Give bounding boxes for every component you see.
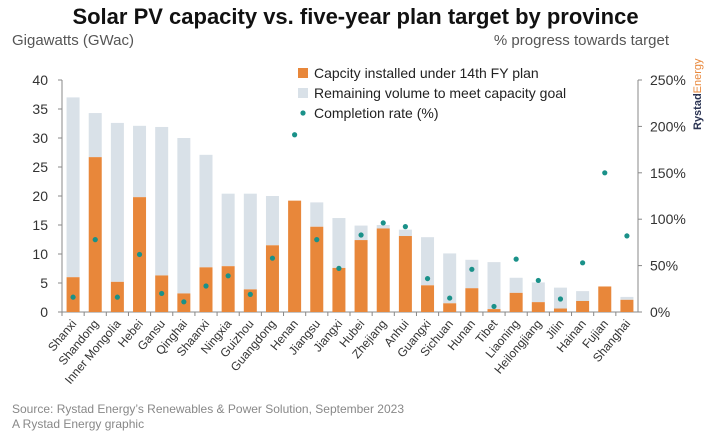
bar-remaining-inner-mongolia	[110, 122, 124, 282]
rate-point-anhui	[402, 224, 408, 230]
rate-point-hubei	[358, 232, 364, 238]
bar-remaining-sichuan	[443, 253, 457, 304]
bar-installed-zhejiang	[376, 228, 390, 312]
y-tick-label: 30	[32, 130, 48, 146]
rate-point-guizhou	[247, 291, 253, 297]
rate-point-hebei	[136, 251, 143, 258]
bar-installed-hainan	[576, 300, 590, 312]
bar-remaining-shandong	[88, 113, 102, 158]
rate-point-liaoning	[513, 256, 519, 262]
bar-remaining-gansu	[155, 126, 169, 276]
y-axis-label: Gigawatts (GWac)	[12, 32, 134, 49]
y2-tick-label: 50%	[650, 258, 678, 274]
bar-installed-hunan	[465, 288, 479, 312]
bar-installed-sichuan	[443, 303, 457, 312]
bar-installed-fujian	[598, 286, 612, 312]
rate-point-tibet	[491, 303, 497, 310]
rate-point-inner-mongolia	[114, 294, 120, 300]
y2-tick-label: 200%	[650, 118, 686, 134]
y-tick-label: 20	[32, 188, 48, 204]
y2-tick-label: 0%	[650, 304, 670, 320]
bar-installed-tibet	[487, 309, 501, 312]
y-tick-label: 35	[32, 101, 48, 117]
bar-installed-shanghai	[620, 299, 634, 312]
rate-point-shandong	[92, 237, 98, 243]
legend-swatch-installed	[298, 68, 308, 78]
rate-point-jiangsu	[314, 237, 320, 243]
bar-installed-liaoning	[509, 292, 523, 312]
bar-installed-shaanxi	[199, 267, 213, 312]
source-text: Source: Rystad Energy’s Renewables & Pow…	[12, 402, 404, 416]
rate-point-heilongjiang	[535, 277, 541, 284]
rate-point-gansu	[159, 290, 165, 297]
bar-installed-jilin	[553, 308, 567, 312]
y-tick-label: 25	[32, 159, 48, 175]
y-tick-label: 0	[40, 304, 48, 320]
bar-remaining-zhejiang	[376, 225, 390, 229]
y-tick-label: 10	[32, 246, 48, 262]
bar-installed-guizhou	[243, 289, 257, 312]
bar-remaining-guizhou	[243, 193, 257, 290]
bar-installed-anhui	[398, 236, 412, 312]
bar-installed-guangxi	[421, 285, 435, 312]
bar-installed-ningxia	[221, 266, 235, 312]
bar-remaining-jiangxi	[332, 218, 346, 268]
legend-swatch-rate	[300, 110, 306, 116]
rate-point-guangdong	[269, 255, 276, 261]
rate-point-sichuan	[447, 295, 453, 301]
bar-installed-jiangxi	[332, 267, 346, 312]
chart-title: Solar PV capacity vs. five-year plan tar…	[72, 4, 639, 29]
bar-remaining-hunan	[465, 259, 479, 289]
rate-point-guangxi	[424, 275, 431, 282]
bar-remaining-guangdong	[265, 196, 279, 246]
rate-point-qinghai	[181, 299, 187, 305]
rate-point-zhejiang	[380, 220, 386, 226]
rate-point-jilin	[557, 296, 564, 302]
bar-installed-shandong	[88, 157, 102, 312]
rate-point-shanghai	[624, 233, 630, 239]
bar-installed-guangdong	[265, 245, 279, 312]
y2-tick-label: 250%	[650, 72, 686, 88]
bar-remaining-hebei	[133, 125, 147, 198]
bar-remaining-ningxia	[221, 193, 235, 267]
rate-point-fujian	[602, 170, 608, 176]
bar-remaining-jiangsu	[310, 202, 324, 227]
rate-point-shaanxi	[203, 283, 209, 289]
bar-remaining-shaanxi	[199, 154, 213, 268]
legend-swatch-remaining	[298, 88, 308, 98]
bar-installed-heilongjiang	[531, 302, 545, 312]
bar-installed-henan	[288, 200, 302, 312]
bar-remaining-shanghai	[620, 296, 634, 300]
rate-point-shanxi	[70, 294, 76, 300]
bar-installed-jiangsu	[310, 226, 324, 312]
y2-tick-label: 150%	[650, 165, 686, 181]
bar-remaining-tibet	[487, 262, 501, 310]
y-tick-label: 5	[40, 275, 48, 291]
bar-remaining-heilongjiang	[531, 282, 545, 303]
bar-remaining-liaoning	[509, 277, 523, 293]
bar-remaining-guangxi	[421, 237, 435, 286]
rate-point-ningxia	[225, 273, 231, 279]
y2-axis-label: % progress towards target	[493, 32, 669, 49]
rate-point-henan	[292, 132, 298, 138]
rate-point-hainan	[580, 260, 586, 266]
bar-installed-hubei	[354, 240, 368, 312]
rate-point-jiangxi	[336, 265, 342, 271]
rate-point-hunan	[469, 266, 475, 272]
y-tick-label: 40	[32, 72, 48, 88]
bar-remaining-hainan	[576, 291, 590, 301]
y2-tick-label: 100%	[650, 211, 686, 227]
credit-text: A Rystad Energy graphic	[12, 417, 145, 431]
legend-label-remaining: Remaining volume to meet capacity goal	[314, 85, 566, 101]
bar-remaining-qinghai	[177, 138, 191, 294]
y-tick-label: 15	[32, 217, 48, 233]
legend-label-rate: Completion rate (%)	[314, 105, 439, 121]
rystad-logo: RystadEnergy	[692, 58, 704, 130]
legend-label-installed: Capcity installed under 14th FY plan	[314, 65, 539, 81]
bar-remaining-anhui	[398, 229, 412, 237]
source-note: Source: Rystad Energy’s Renewables & Pow…	[12, 402, 404, 432]
bar-remaining-shanxi	[66, 97, 80, 278]
